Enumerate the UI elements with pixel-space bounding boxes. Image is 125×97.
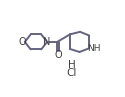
Text: N: N xyxy=(43,37,51,47)
Text: NH: NH xyxy=(87,44,101,53)
Text: Cl: Cl xyxy=(67,68,77,78)
Text: O: O xyxy=(54,50,62,60)
Text: H: H xyxy=(68,60,76,70)
Text: O: O xyxy=(19,37,26,47)
